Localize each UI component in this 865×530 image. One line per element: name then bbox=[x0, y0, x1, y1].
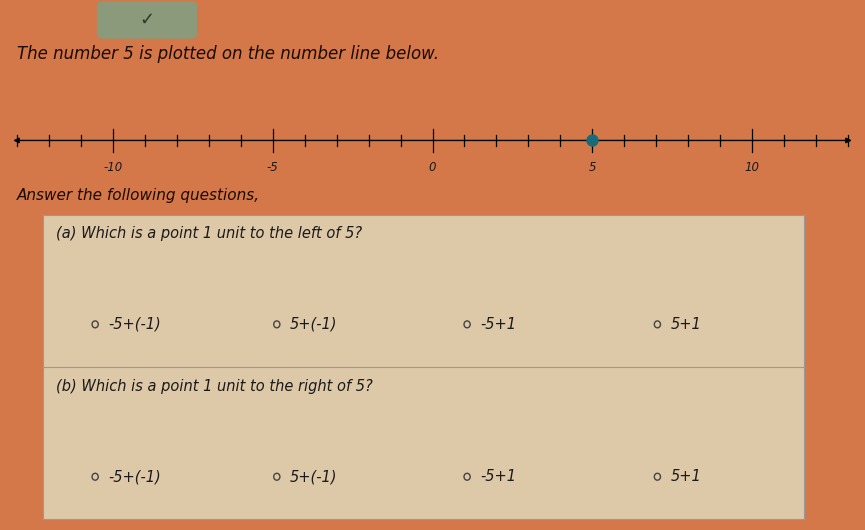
FancyBboxPatch shape bbox=[43, 215, 804, 519]
Text: (b) Which is a point 1 unit to the right of 5?: (b) Which is a point 1 unit to the right… bbox=[56, 378, 373, 394]
Text: 0: 0 bbox=[429, 161, 436, 174]
Text: The number 5 is plotted on the number line below.: The number 5 is plotted on the number li… bbox=[17, 45, 439, 63]
Text: 5+1: 5+1 bbox=[670, 469, 702, 484]
Text: -5+1: -5+1 bbox=[480, 317, 516, 332]
FancyBboxPatch shape bbox=[97, 1, 197, 39]
Text: 10: 10 bbox=[745, 161, 759, 174]
Text: 5+(-1): 5+(-1) bbox=[290, 317, 337, 332]
Text: (a) Which is a point 1 unit to the left of 5?: (a) Which is a point 1 unit to the left … bbox=[56, 226, 362, 241]
Text: ✓: ✓ bbox=[139, 11, 155, 29]
Text: 5: 5 bbox=[588, 161, 596, 174]
Text: -5+(-1): -5+(-1) bbox=[108, 317, 161, 332]
Text: -5+1: -5+1 bbox=[480, 469, 516, 484]
Text: Answer the following questions,: Answer the following questions, bbox=[17, 188, 260, 203]
Text: 5+1: 5+1 bbox=[670, 317, 702, 332]
Text: -5: -5 bbox=[267, 161, 279, 174]
Text: -5+(-1): -5+(-1) bbox=[108, 469, 161, 484]
Text: 5+(-1): 5+(-1) bbox=[290, 469, 337, 484]
Text: -10: -10 bbox=[104, 161, 123, 174]
